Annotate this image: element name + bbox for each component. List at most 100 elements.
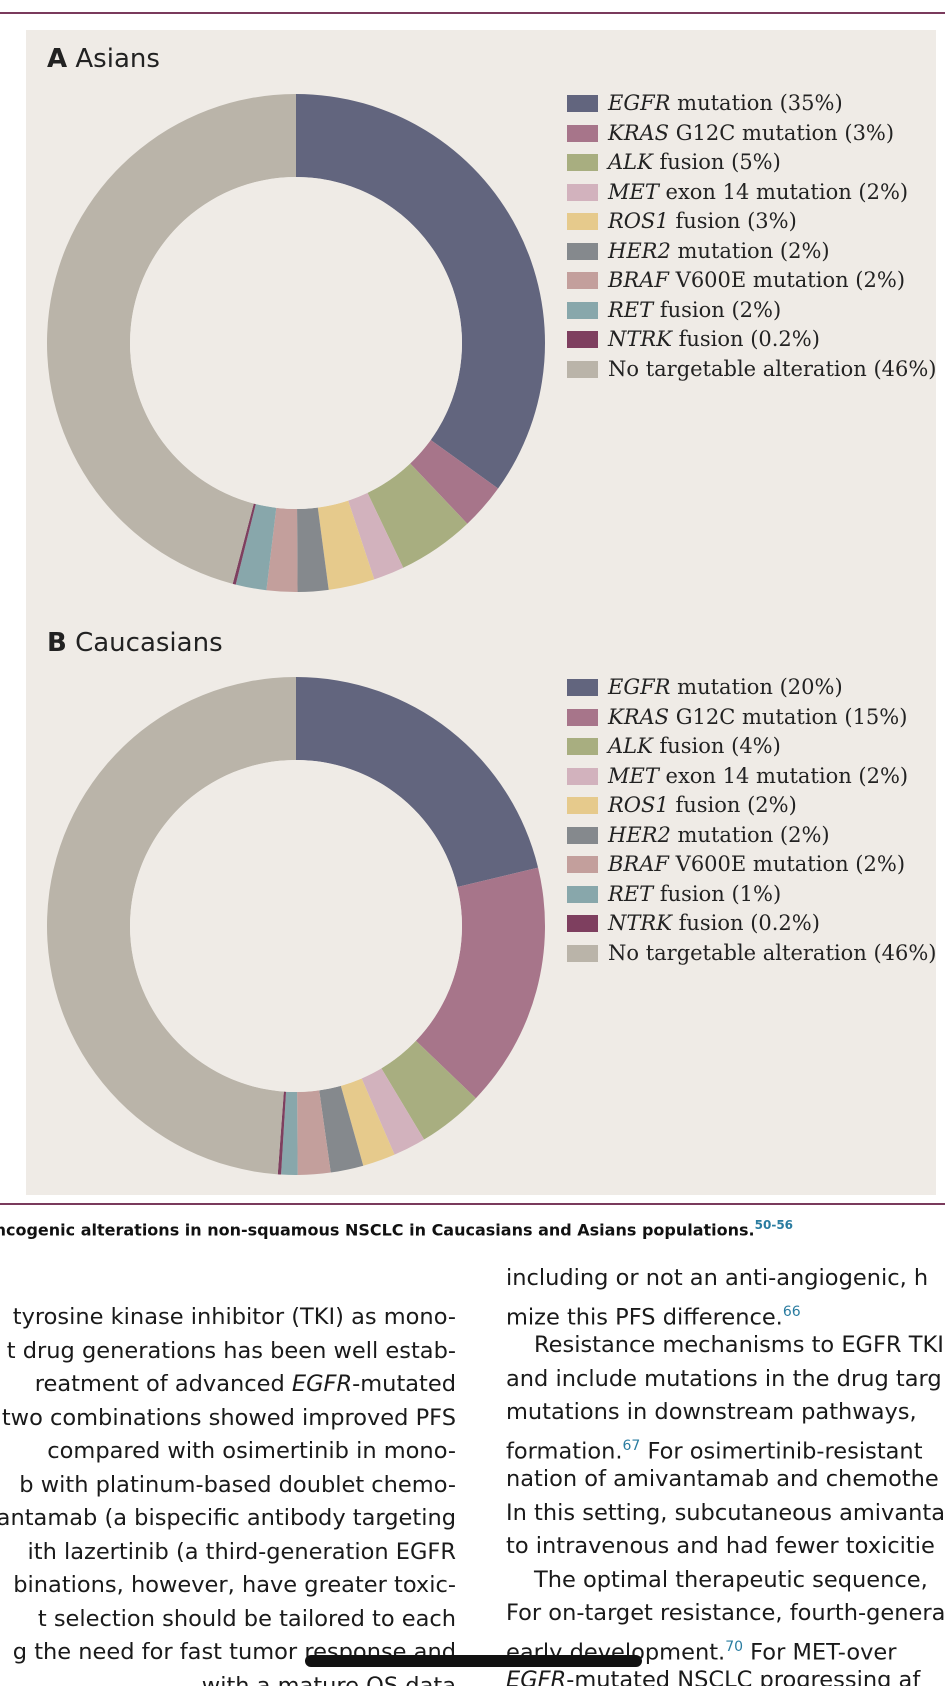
donut-slice-ros1 [317,500,375,590]
body-text-line: and include mutations in the drug targ [506,1365,942,1392]
reference-link[interactable]: 66 [782,1303,801,1320]
donut-slice-none [47,677,297,1175]
left-text-column: tyrosine kinase inhibitor (TKI) as mono-… [0,1301,458,1686]
donut-slice-ntrk [232,503,256,585]
panel-a-letter: A [47,44,68,74]
donut-slice-ntrk [277,1091,287,1175]
legend-swatch [567,738,598,755]
legend-swatch [567,183,598,201]
donut-chart-caucasians [47,677,545,1175]
body-text-line: EGFR-mutated NSCLC progressing af [506,1667,921,1686]
donut-slice-kras [415,867,545,1099]
body-text-line: two combinations showed improved PFS [1,1404,456,1431]
legend-swatch [567,708,598,726]
legend-label: MET exon 14 mutation (2%) [608,179,909,204]
legend-label: EGFR mutation (20%) [608,675,843,699]
reference-link[interactable]: 67 [622,1437,641,1454]
body-text-line: t drug generations has been well estab- [6,1337,456,1364]
donut-slice-ros1 [340,1078,395,1166]
legend-swatch [567,885,598,903]
legend-swatch [567,213,598,230]
donut-slice-met [361,1068,425,1155]
legend-swatch [567,154,598,171]
bottom-rule [0,1203,945,1205]
donut-hole [130,760,462,1092]
body-text-line: antamab (a bispecific antibody targeting [0,1505,456,1531]
panel-b-title: Caucasians [75,628,223,658]
panel-a-label: A Asians [47,44,160,74]
legend-label: EGFR mutation (35%) [608,91,843,115]
donut-slice-alk [367,463,468,568]
legend-label: KRAS G12C mutation (3%) [608,120,895,145]
donut-hole [130,177,462,509]
legend-label: ALK fusion (5%) [608,150,781,174]
legend-swatch [567,124,598,142]
body-text-line: formation.67 For osimertinib-resistant [506,1437,923,1465]
donut-slice-met [348,492,404,580]
legend-label: ROS1 fusion (3%) [608,209,797,233]
donut-slice-kras [410,439,499,524]
legend-swatch [567,95,598,112]
donut-slice-alk [381,1040,476,1140]
legend-swatch [567,856,598,873]
body-text-line: binations, however, have greater toxic- [13,1572,456,1598]
panel-b-label: B Caucasians [47,628,223,658]
body-text-line: b with platinum-based doublet chemo- [19,1471,456,1498]
caption-refs[interactable]: 50-56 [754,1218,794,1232]
legend-label: MET exon 14 mutation (2%) [608,763,909,788]
legend-swatch [567,826,598,844]
legend-swatch [567,331,598,348]
panel-a-title: Asians [75,44,160,74]
legend-label: KRAS G12C mutation (15%) [608,704,908,729]
legend-label: No targetable alteration (46%) [608,356,937,381]
figure-caption: Oncogenic alterations in non-squamous NS… [0,1215,945,1243]
body-text-line: mutations in downstream pathways, [506,1399,917,1425]
body-text-line: tyrosine kinase inhibitor (TKI) as mono- [12,1304,456,1330]
body-text-line: ith lazertinib (a third-generation EGFR [27,1538,457,1565]
donut-slice-none [46,94,296,584]
legend-swatch [567,679,598,696]
body-text-line: nation of amivantamab and chemothe [506,1466,939,1492]
donut-slice-her2 [319,1085,364,1173]
caption-text: Oncogenic alterations in non-squamous NS… [0,1220,755,1240]
right-text-column: including or not an anti-angiogenic, h mi… [506,1262,945,1686]
donut-slice-braf [266,507,298,592]
legend-label: RET fusion (1%) [608,881,782,906]
panel-b-letter: B [47,628,67,658]
legend-swatch [567,360,598,378]
legend-label: ALK fusion (4%) [608,734,781,758]
body-text-line: t selection should be tailored to each [37,1605,456,1632]
legend-swatch [567,797,598,814]
body-text-line: mize this PFS difference.66 [506,1303,801,1331]
donut-chart-asians [46,94,545,592]
donut-slice-her2 [297,507,329,592]
legend-swatch [567,767,598,785]
top-rule [0,12,945,14]
legend-label: NTRK fusion (0.2%) [608,327,820,351]
body-text-line: The optimal therapeutic sequence, [534,1566,928,1593]
legend-swatch [567,272,598,289]
legend-swatch [567,944,598,962]
body-text-line: For on-target resistance, fourth-genera [506,1600,945,1626]
legend-label: HER2 mutation (2%) [608,238,830,263]
legend-swatch [567,915,598,932]
donut-slice-egfr [296,94,545,489]
body-text-line: with a mature OS data [201,1672,456,1686]
reference-link[interactable]: 70 [725,1638,744,1655]
legend-label: NTRK fusion (0.2%) [608,911,820,935]
horizontal-scrollbar[interactable] [305,1655,642,1667]
legend-label: BRAF V600E mutation (2%) [608,268,906,292]
body-text-line: In this setting, subcutaneous amivantam [506,1499,945,1526]
body-text-line: compared with osimertinib in mono- [47,1438,456,1464]
legend-label: No targetable alteration (46%) [608,940,937,965]
legend-label: RET fusion (2%) [608,297,782,322]
body-text-line: reatment of advanced EGFR-mutated [34,1371,456,1397]
legend-label: HER2 mutation (2%) [608,822,830,847]
donut-slice-egfr [296,677,539,888]
donut-slice-ret [235,504,277,591]
legend-swatch [567,301,598,319]
legend-label: BRAF V600E mutation (2%) [608,852,906,876]
legend-label: ROS1 fusion (2%) [608,793,797,817]
legend-swatch [567,242,598,260]
donut-slice-ret [281,1091,298,1175]
